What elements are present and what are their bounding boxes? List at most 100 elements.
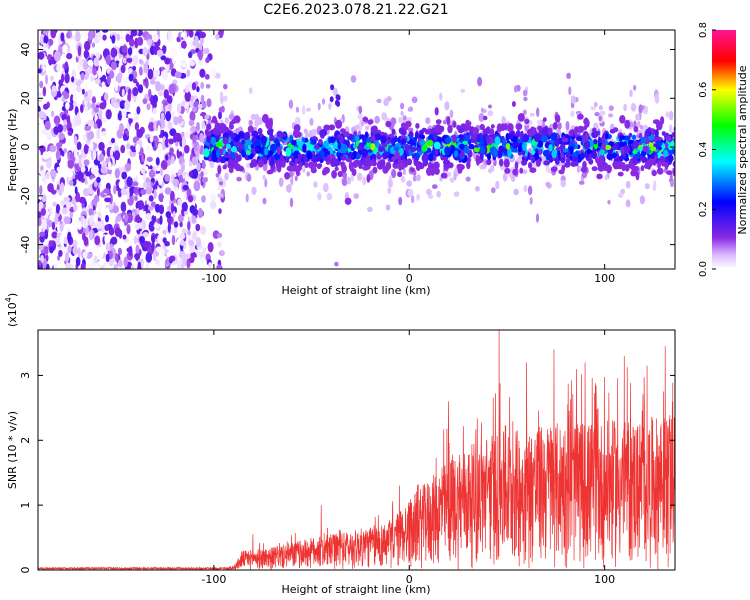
spectrogram-cell [65, 199, 72, 210]
spectrogram-cell [223, 126, 230, 132]
spectrogram-cell [554, 158, 560, 165]
spectrogram-cell [512, 168, 518, 176]
spectrogram-cell [51, 85, 57, 93]
spectrogram-cell [533, 133, 541, 143]
spectrogram-cell [93, 123, 99, 129]
spectrogram-cell [253, 126, 257, 132]
spectrogram-cell [403, 123, 409, 131]
spectrogram-cell [233, 115, 241, 124]
spectrogram-cell [366, 174, 371, 183]
spectrogram-cell [507, 147, 512, 157]
spectrogram-cell [81, 30, 89, 38]
spectrogram-cell [533, 152, 539, 161]
spectrogram-cell [101, 213, 105, 220]
spectrogram-cell [482, 128, 490, 136]
spectrogram-cell [569, 145, 574, 155]
spectrogram-cell [248, 119, 253, 127]
spectrogram-cell [517, 113, 525, 122]
spectrogram-cell [313, 181, 318, 188]
spectrogram-cell [326, 192, 333, 201]
snr-y-multiplier-exponent: 4 [4, 297, 13, 302]
spectrogram-cell [559, 144, 566, 150]
spectrogram-cell [108, 203, 114, 210]
spectrogram-cell [117, 110, 123, 121]
spectrogram-cell [169, 255, 176, 262]
spectrogram-cell [75, 191, 81, 203]
spectrogram-cell [452, 120, 457, 128]
spectrogram-cell [406, 117, 413, 122]
spectrogram-cell [679, 140, 685, 145]
spectrogram-cell [453, 171, 457, 181]
spectrogram-cell [49, 145, 57, 153]
spectrogram-cell [42, 86, 47, 97]
spectrogram-cell [197, 103, 204, 109]
spectrogram-cell [220, 91, 223, 99]
spectrogram-cell [99, 258, 105, 267]
spectrogram-cell [197, 173, 201, 182]
spectrogram-cell [442, 159, 451, 165]
spectrogram-cell [635, 171, 640, 181]
spectrogram-cell [667, 155, 674, 162]
spectrogram-cell [203, 148, 210, 158]
spectrogram-cell [643, 163, 651, 169]
spectrogram-cell [39, 185, 43, 196]
spectrogram-cell [209, 160, 215, 169]
spectrogram-cell [60, 234, 64, 245]
spectrogram-cell [56, 184, 60, 191]
spectrogram-cell [330, 157, 337, 165]
spectrogram-cell [422, 153, 430, 162]
spectrogram-cell [638, 132, 643, 139]
spectrogram-cell [38, 259, 42, 267]
spectrogram-cell [370, 125, 378, 134]
spectrogram-cell [41, 128, 49, 135]
spectrogram-cell [119, 72, 123, 79]
spectrogram-cell [146, 39, 153, 46]
spectrogram-cell [119, 221, 125, 231]
spectrogram-cell [78, 196, 86, 204]
spectrogram-cell [106, 168, 112, 175]
spectrogram-cell [620, 145, 625, 155]
spectrogram-cell [215, 34, 220, 40]
spectrogram-cell [45, 263, 50, 269]
spectrogram-cell [142, 47, 148, 57]
spectrogram-cell [39, 80, 44, 89]
spectrogram-cell [408, 127, 414, 133]
spectrogram-cell [121, 109, 127, 118]
spectrogram-cell [75, 80, 82, 87]
spectrogram-cell [612, 160, 620, 169]
spectrogram-cell [89, 141, 94, 151]
spectrogram-cell [180, 161, 185, 173]
spectrogram-cell [683, 137, 688, 142]
spectrogram-cell [58, 132, 65, 140]
spectrogram-cell [83, 49, 89, 59]
spectrogram-cell [74, 174, 79, 181]
spectrogram-cell [125, 33, 131, 43]
spectrogram-cell [167, 102, 172, 113]
snr-xtick-label: 100 [594, 573, 615, 586]
spectrogram-cell [62, 123, 67, 132]
spectrogram-cell [67, 170, 73, 178]
spectrogram-cell [337, 170, 343, 178]
spectrogram-cell [113, 150, 121, 161]
spectrogram-cell [505, 132, 510, 142]
spectrogram-cell [334, 166, 339, 171]
colorbar-tick-label: 0.4 [698, 142, 709, 158]
spectrogram-cell [38, 110, 45, 119]
spectrogram-cell [245, 193, 249, 203]
spectrogram-cell [224, 172, 229, 181]
spectrogram-cell [359, 134, 366, 140]
spectrogram-cell [93, 255, 98, 264]
spectrogram-cell [228, 113, 235, 120]
spectrogram-cell [529, 167, 537, 173]
spectrogram-cell [177, 198, 182, 206]
spectrogram-cell [310, 139, 317, 145]
spectrogram-cell [126, 57, 133, 63]
spectrogram-cell [38, 132, 42, 139]
spectrogram-cell [189, 60, 196, 67]
spectrogram-cell [536, 107, 540, 117]
spectrogram-cell [169, 147, 174, 154]
spectrogram-cell [138, 84, 144, 94]
spectrogram-cell [241, 150, 247, 158]
spectrogram-cell [152, 107, 157, 115]
spectrogram-cell [463, 145, 470, 154]
